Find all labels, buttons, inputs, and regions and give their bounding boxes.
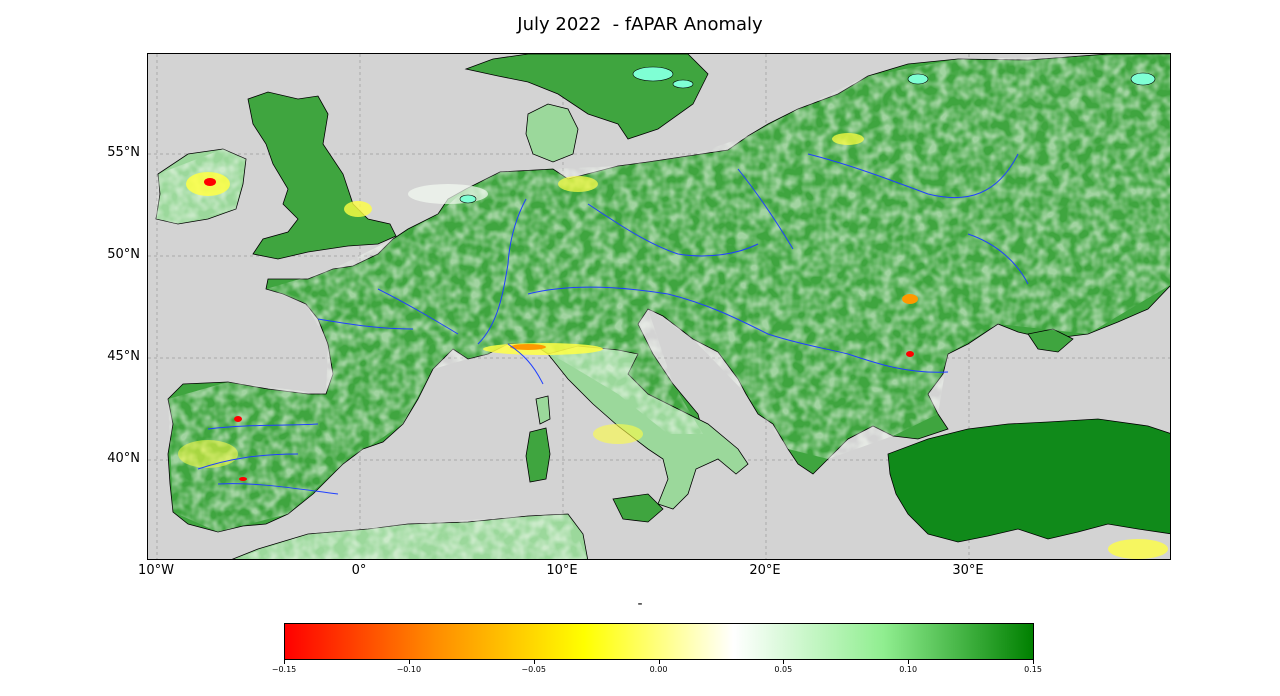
lon-label-10e: 10°E: [546, 563, 578, 578]
colorbar-tick-mark: [533, 660, 535, 664]
colorbar-tick-mark: [908, 660, 910, 664]
land-great-britain: [247, 91, 397, 260]
colorbar-tick-mark: [658, 660, 660, 664]
land-sardinia: [525, 427, 551, 483]
rivers: [197, 153, 1029, 495]
map-title: July 2022 - fAPAR Anomaly: [517, 14, 763, 35]
land-corsica: [535, 395, 551, 425]
lakes: [459, 66, 1156, 204]
colorbar-tick-label: −0.15: [271, 665, 297, 674]
lon-label-20e: 20°E: [749, 563, 781, 578]
colorbar-tick-label: −0.10: [396, 665, 422, 674]
lat-label-55n: 55°N: [107, 145, 140, 160]
anomaly-texture: [156, 54, 1170, 559]
colorbar-tick-mark: [408, 660, 410, 664]
colorbar-tick-label: 0.05: [774, 665, 793, 674]
land-crimea: [1027, 328, 1074, 353]
colorbar-tick-mark: [783, 660, 785, 664]
lon-label-0: 0°: [351, 563, 367, 578]
land-anatolia: [887, 418, 1170, 543]
colorbar: [284, 623, 1034, 660]
colorbar-label: -: [637, 596, 643, 612]
land-denmark: [525, 103, 579, 163]
colorbar-tick-label: 0.00: [649, 665, 668, 674]
colorbar-tick-mark: [1033, 660, 1034, 664]
lat-label-45n: 45°N: [107, 349, 140, 364]
land-scandinavia: [464, 54, 709, 140]
map-canvas: [148, 54, 1170, 559]
colorbar-tick-mark: [284, 660, 285, 664]
lat-label-50n: 50°N: [107, 247, 140, 262]
lat-label-40n: 40°N: [107, 451, 140, 466]
negative-anomalies: [178, 133, 1168, 559]
lon-label-30e: 30°E: [952, 563, 984, 578]
colorbar-tick-label: 0.15: [1024, 665, 1042, 674]
map-area[interactable]: [147, 53, 1171, 560]
lon-label-10w: 10°W: [138, 563, 174, 578]
colorbar-tick-label: −0.05: [521, 665, 546, 674]
colorbar-tick-label: 0.10: [899, 665, 918, 674]
land-sicily: [612, 493, 664, 523]
